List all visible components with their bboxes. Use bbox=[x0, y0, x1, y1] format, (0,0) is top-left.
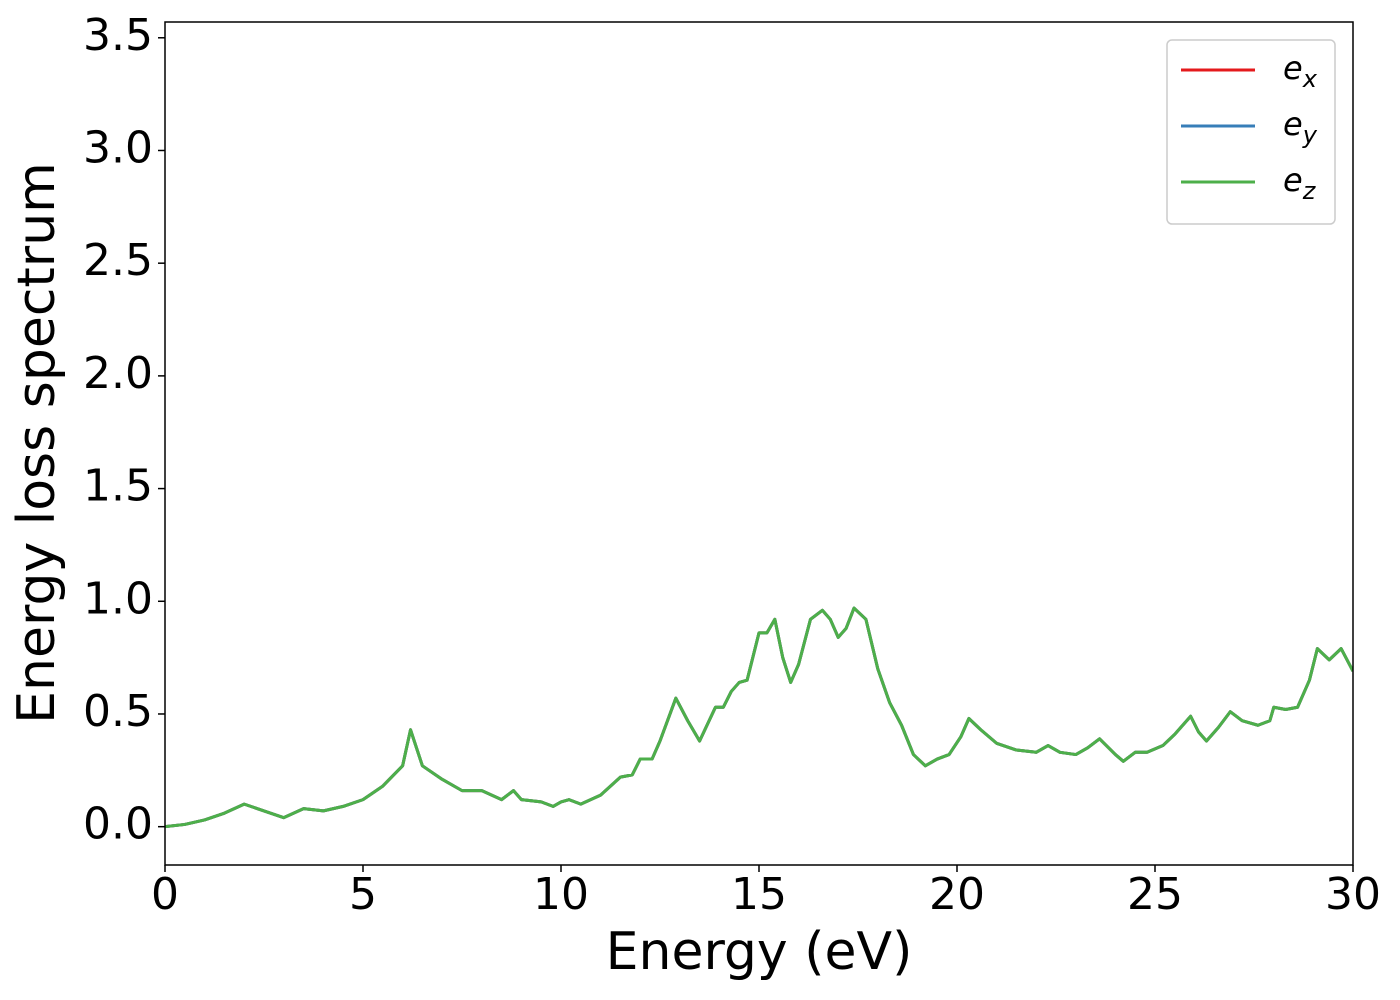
x-tick-label: 20 bbox=[929, 869, 985, 920]
x-tick-label: 15 bbox=[731, 869, 787, 920]
y-tick-label: 0.5 bbox=[83, 686, 153, 737]
series-line bbox=[165, 606, 1353, 829]
y-tick-label: 1.5 bbox=[83, 461, 153, 512]
x-tick-label: 10 bbox=[533, 869, 589, 920]
y-tick-label: 2.0 bbox=[83, 348, 153, 399]
x-axis-label: Energy (eV) bbox=[606, 922, 913, 982]
x-tick-label: 5 bbox=[349, 869, 377, 920]
y-tick-label: 2.5 bbox=[83, 235, 153, 286]
legend-label: ez bbox=[1283, 161, 1317, 205]
y-tick-label: 3.5 bbox=[83, 10, 153, 61]
x-tick-label: 30 bbox=[1325, 869, 1381, 920]
x-tick-label: 0 bbox=[151, 869, 179, 920]
y-tick-label: 1.0 bbox=[83, 573, 153, 624]
x-tick-label: 25 bbox=[1127, 869, 1183, 920]
plot-frame bbox=[164, 21, 1354, 866]
y-axis-label: Energy loss spectrum bbox=[7, 162, 67, 724]
legend-box bbox=[1166, 39, 1336, 225]
y-tick-label: 3.0 bbox=[83, 122, 153, 173]
legend-label: ey bbox=[1283, 105, 1318, 149]
y-tick-label: 0.0 bbox=[83, 799, 153, 850]
legend-label: ex bbox=[1283, 49, 1318, 93]
